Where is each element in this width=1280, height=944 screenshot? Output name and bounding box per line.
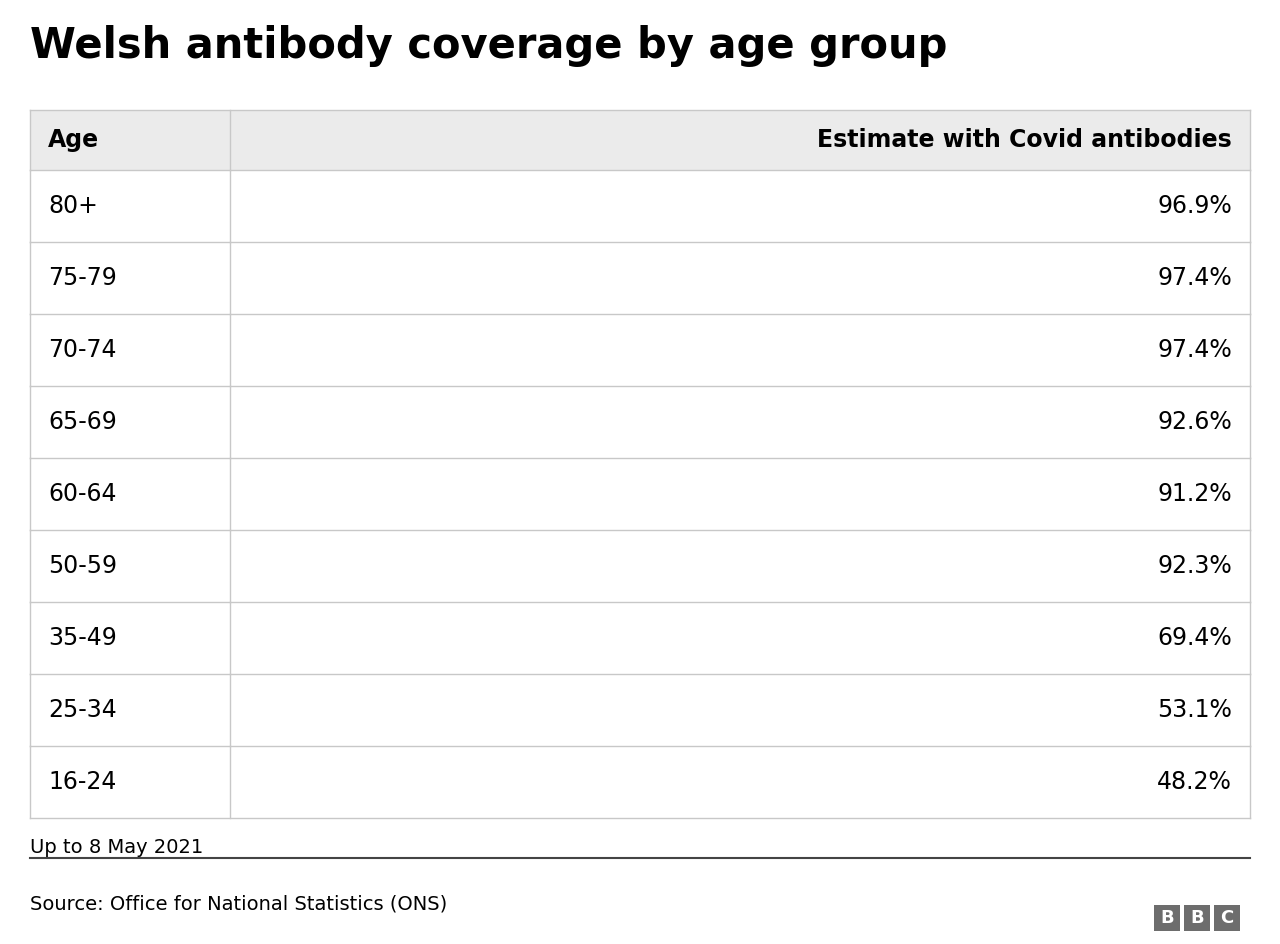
Text: 25-34: 25-34	[49, 698, 116, 722]
Bar	[1213, 905, 1240, 931]
Text: 80+: 80+	[49, 194, 97, 218]
Text: B: B	[1160, 909, 1174, 927]
Bar	[1184, 905, 1210, 931]
Text: 97.4%: 97.4%	[1157, 266, 1231, 290]
Bar	[1155, 905, 1180, 931]
Text: 60-64: 60-64	[49, 482, 116, 506]
Text: Welsh antibody coverage by age group: Welsh antibody coverage by age group	[29, 25, 947, 67]
Text: 65-69: 65-69	[49, 410, 116, 434]
Text: 69.4%: 69.4%	[1157, 626, 1231, 650]
Text: 53.1%: 53.1%	[1157, 698, 1231, 722]
Text: 70-74: 70-74	[49, 338, 116, 362]
Text: C: C	[1220, 909, 1234, 927]
Text: 96.9%: 96.9%	[1157, 194, 1231, 218]
Text: 91.2%: 91.2%	[1157, 482, 1231, 506]
Text: 48.2%: 48.2%	[1157, 770, 1231, 794]
Bar	[29, 110, 1251, 170]
Text: 97.4%: 97.4%	[1157, 338, 1231, 362]
Text: Age: Age	[49, 128, 99, 152]
Text: Estimate with Covid antibodies: Estimate with Covid antibodies	[817, 128, 1231, 152]
Text: 16-24: 16-24	[49, 770, 116, 794]
Text: 35-49: 35-49	[49, 626, 116, 650]
Text: 92.6%: 92.6%	[1157, 410, 1231, 434]
Text: Source: Office for National Statistics (ONS): Source: Office for National Statistics (…	[29, 895, 447, 914]
Text: B: B	[1190, 909, 1203, 927]
Text: 92.3%: 92.3%	[1157, 554, 1231, 578]
Text: 50-59: 50-59	[49, 554, 116, 578]
Text: 75-79: 75-79	[49, 266, 116, 290]
Text: Up to 8 May 2021: Up to 8 May 2021	[29, 838, 204, 857]
